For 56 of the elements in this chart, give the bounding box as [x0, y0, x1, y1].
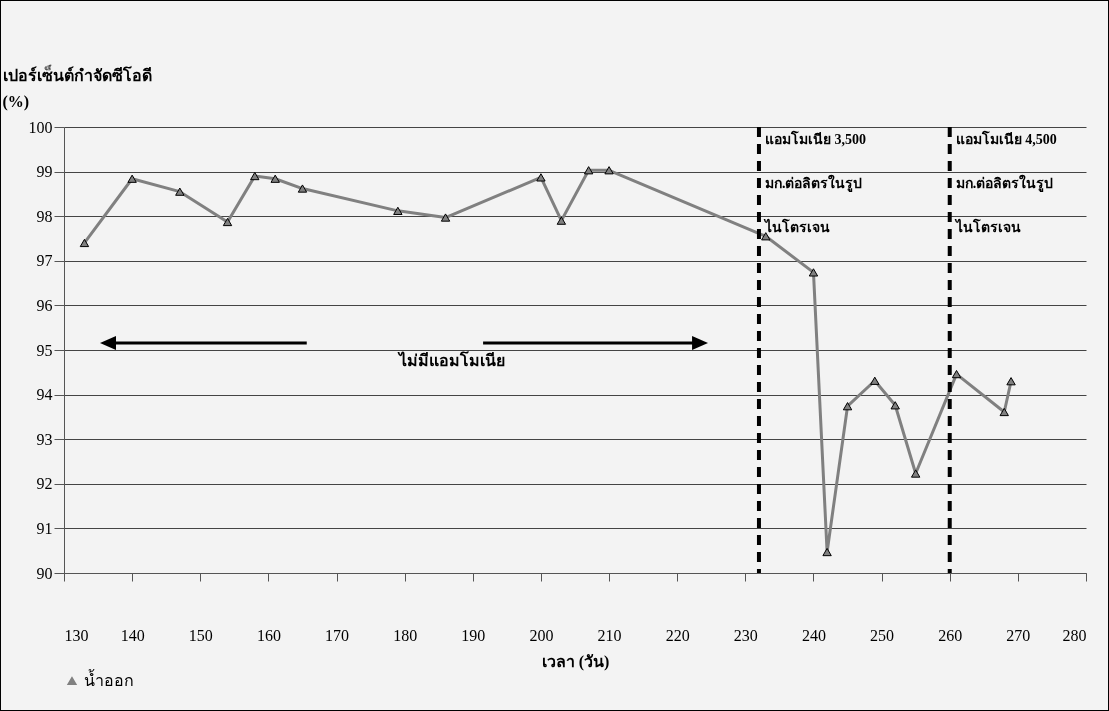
x-tick-label: 260 [938, 626, 963, 644]
x-tick-label: 190 [461, 626, 486, 644]
y-tick-label: 95 [36, 341, 53, 359]
y-tick-label: 96 [36, 296, 53, 314]
point [951, 369, 962, 379]
point [1006, 377, 1016, 386]
point [870, 376, 880, 385]
x-tick-label: 270 [1006, 626, 1031, 644]
y-tick-label: 94 [36, 386, 53, 404]
point [393, 206, 403, 215]
point [222, 217, 233, 227]
point [297, 184, 308, 193]
x-tick-label: 200 [529, 626, 554, 644]
annotation: ไม่มีแอมโมเนีย [397, 350, 506, 370]
point [250, 171, 260, 181]
point [890, 401, 900, 410]
point [583, 166, 594, 175]
y-axis-title: เปอร์เซ็นต์กำจัดซีโอดี (%) [2, 63, 152, 111]
point [761, 232, 771, 241]
point [842, 402, 853, 411]
point [79, 238, 90, 248]
x-tick-label: 250 [870, 626, 895, 644]
x-tick-label: 230 [733, 626, 758, 644]
y-tick-label: 91 [36, 519, 53, 537]
x-tick-label: 170 [325, 626, 350, 644]
y-tick-label: 97 [36, 252, 53, 270]
point [440, 213, 451, 222]
y-tick-label: 93 [36, 430, 53, 448]
text: แอมโมเนีย 4,500 มก.ต่อลิตรในรูป ไนโตรเจน [955, 132, 1057, 235]
y-tick-label: 90 [36, 564, 53, 582]
x-tick-label: 220 [665, 626, 690, 644]
point [808, 268, 819, 277]
y-tick-label: 98 [36, 207, 53, 225]
x-tick-label: 140 [120, 626, 145, 644]
point [536, 173, 546, 182]
x-tick-label: 240 [801, 626, 826, 644]
point [175, 187, 185, 196]
point [822, 547, 832, 557]
x-tick-label: 210 [597, 626, 622, 644]
text: แอมโมเนีย 3,500 มก.ต่อลิตรในรูป ไนโตรเจน [764, 132, 866, 235]
x-tick-label: 180 [393, 626, 418, 644]
x-tick-label: 130 [64, 626, 89, 644]
y-tick-label: 99 [36, 163, 53, 181]
x-tick-label: 160 [256, 626, 281, 644]
y-tick-label: 100 [28, 118, 53, 136]
point [270, 174, 280, 183]
y-tick-label: 92 [36, 475, 53, 493]
point [604, 166, 614, 175]
point [999, 407, 1009, 417]
x-axis-title: เวลา (วัน) [541, 652, 610, 671]
point [127, 174, 137, 183]
x-tick-label: 280 [1062, 626, 1087, 644]
point [910, 469, 921, 478]
point [556, 216, 567, 225]
x-tick-label: 150 [188, 626, 213, 644]
legend-label: น้ำออก [84, 669, 134, 689]
